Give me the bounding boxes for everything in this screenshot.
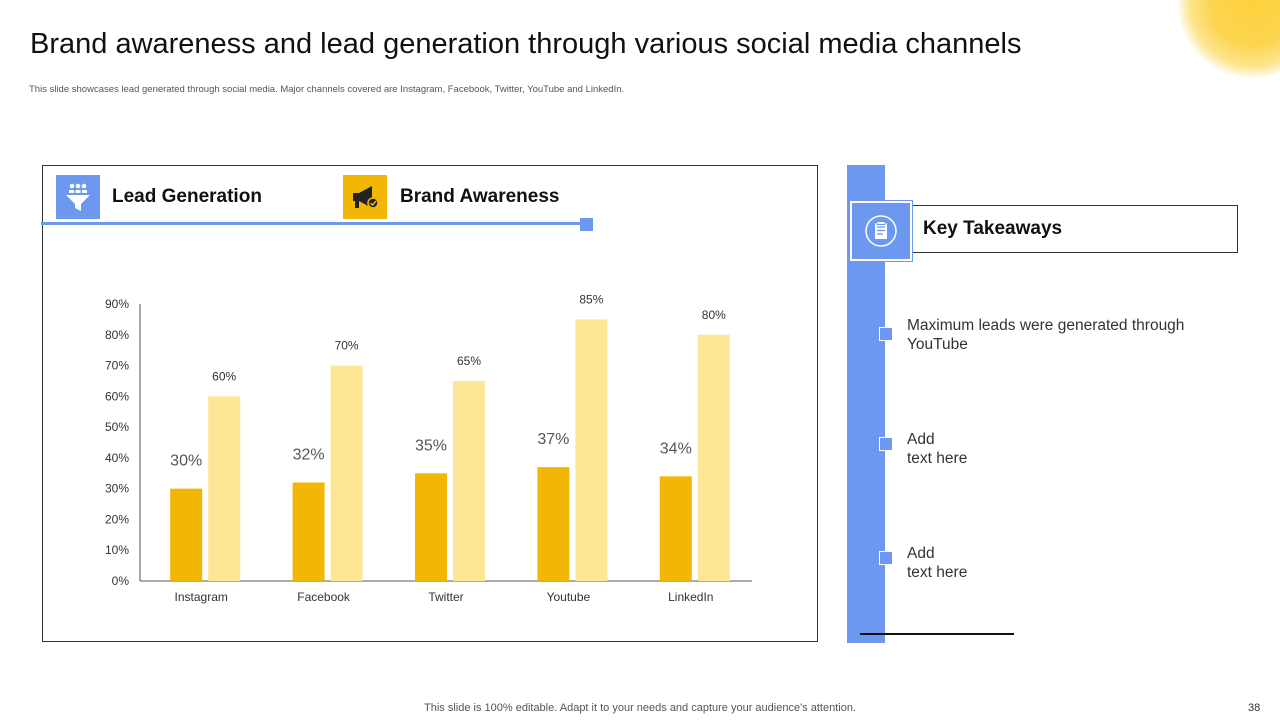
data-label-lead: 37% bbox=[537, 431, 569, 448]
notepad-icon bbox=[850, 201, 912, 261]
bar-brand-awareness bbox=[208, 396, 241, 581]
x-tick-label: Instagram bbox=[175, 590, 228, 604]
data-label-lead: 32% bbox=[293, 447, 325, 464]
legend-underline-end bbox=[580, 218, 593, 231]
bar-brand-awareness bbox=[575, 319, 608, 581]
x-tick-label: LinkedIn bbox=[668, 590, 713, 604]
bar-lead-generation bbox=[537, 467, 570, 581]
bar-brand-awareness bbox=[330, 365, 363, 581]
takeaways-title: Key Takeaways bbox=[923, 218, 1063, 239]
y-tick-label: 0% bbox=[112, 574, 130, 588]
y-tick-label: 30% bbox=[105, 482, 129, 496]
y-tick-label: 50% bbox=[105, 420, 129, 434]
data-label-lead: 35% bbox=[415, 437, 447, 454]
legend-lead-generation: Lead Generation bbox=[112, 186, 262, 207]
takeaway-item-3: Add text here bbox=[907, 545, 968, 581]
y-tick-label: 10% bbox=[105, 543, 129, 557]
footer-note: This slide is 100% editable. Adapt it to… bbox=[424, 702, 856, 714]
takeaways-header bbox=[850, 205, 1238, 253]
y-tick-label: 40% bbox=[105, 451, 129, 465]
page-title: Brand awareness and lead generation thro… bbox=[30, 28, 1022, 60]
takeaway-item-1: Maximum leads were generated through You… bbox=[907, 317, 1185, 353]
bar-lead-generation bbox=[292, 482, 325, 581]
legend-brand-awareness: Brand Awareness bbox=[400, 186, 560, 207]
takeaway-bullet bbox=[879, 437, 893, 451]
bar-lead-generation bbox=[415, 473, 447, 581]
bar-lead-generation bbox=[170, 488, 203, 581]
takeaway-bullet bbox=[879, 327, 893, 341]
page-number: 38 bbox=[1248, 702, 1261, 714]
megaphone-icon bbox=[343, 175, 387, 219]
y-tick-label: 70% bbox=[105, 359, 129, 373]
data-label-brand: 65% bbox=[457, 354, 481, 368]
takeaway-item-2: Add text here bbox=[907, 431, 968, 467]
funnel-people-icon bbox=[56, 175, 100, 219]
data-label-brand: 80% bbox=[702, 308, 726, 322]
x-tick-label: Youtube bbox=[547, 590, 591, 604]
x-tick-label: Facebook bbox=[297, 590, 351, 604]
bar-brand-awareness bbox=[697, 334, 730, 581]
data-label-brand: 60% bbox=[212, 369, 236, 383]
takeaways-divider bbox=[860, 633, 1014, 635]
y-tick-label: 60% bbox=[105, 389, 129, 403]
chart-frame bbox=[42, 165, 818, 642]
page-subtitle: This slide showcases lead generated thro… bbox=[29, 84, 625, 95]
data-label-brand: 70% bbox=[335, 339, 359, 353]
bar-brand-awareness bbox=[453, 380, 485, 581]
data-label-brand: 85% bbox=[579, 292, 603, 306]
data-label-lead: 30% bbox=[170, 453, 202, 470]
data-label-lead: 34% bbox=[660, 440, 692, 457]
y-tick-label: 90% bbox=[105, 297, 129, 311]
x-tick-label: Twitter bbox=[428, 590, 463, 604]
takeaway-bullet bbox=[879, 551, 893, 565]
bar-lead-generation bbox=[659, 476, 692, 581]
legend-underline bbox=[41, 222, 586, 225]
y-tick-label: 20% bbox=[105, 512, 129, 526]
y-tick-label: 80% bbox=[105, 328, 129, 342]
